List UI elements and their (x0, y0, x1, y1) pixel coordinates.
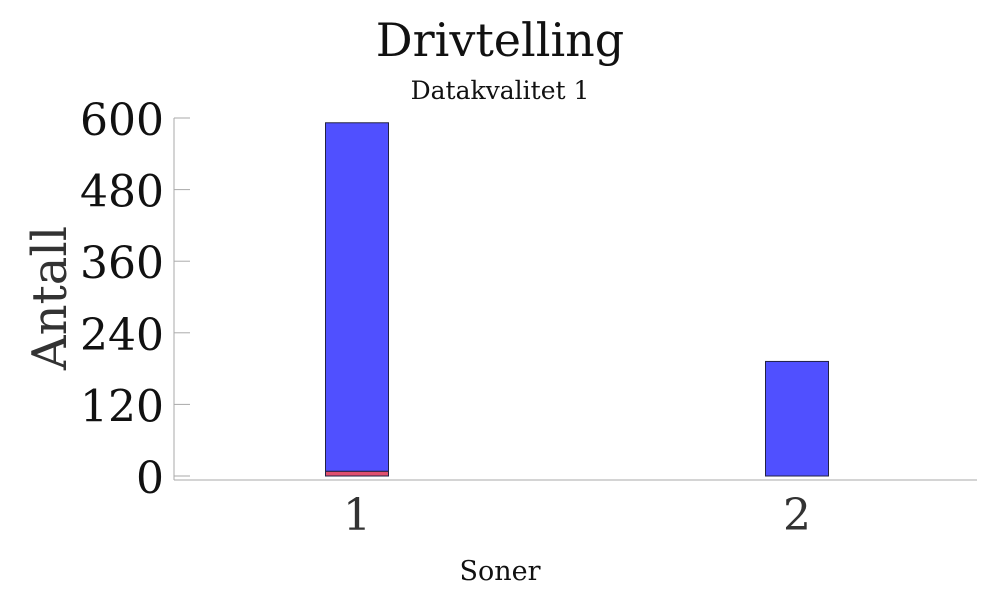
y-tick-label: 360 (80, 238, 164, 289)
bar-segment (325, 122, 389, 472)
chart-subtitle: Datakvalitet 1 (411, 76, 590, 105)
bars (325, 122, 829, 477)
bar-segment (325, 470, 389, 477)
y-tick-label: 0 (136, 453, 164, 504)
chart-title: Drivtelling (376, 13, 625, 67)
x-axis-label: Soner (459, 556, 540, 587)
x-tick-label: 2 (783, 490, 811, 541)
y-tick-label: 600 (80, 95, 164, 146)
y-axis-ticks: 0 120 240 360 480 600 (80, 95, 190, 504)
y-axis-label: Antall (22, 226, 78, 371)
y-tick-label: 480 (80, 167, 164, 218)
bar-segment (765, 360, 829, 477)
y-tick-label: 240 (80, 310, 164, 361)
x-tick-label: 1 (343, 490, 371, 541)
y-tick-label: 120 (80, 381, 164, 432)
